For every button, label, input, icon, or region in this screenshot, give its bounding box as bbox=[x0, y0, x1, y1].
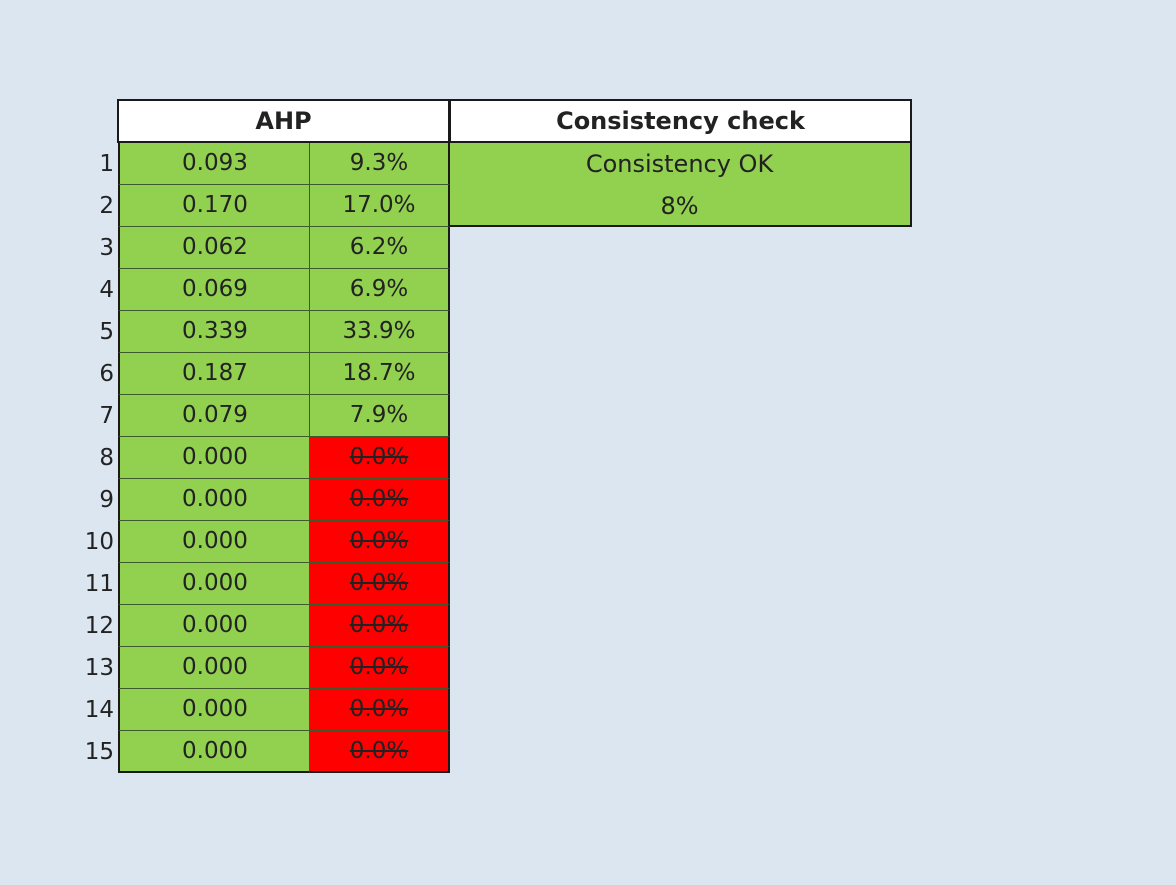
percent-cell[interactable]: 0.0% bbox=[310, 731, 450, 773]
percent-cell[interactable]: 33.9% bbox=[310, 311, 450, 353]
row-number: 9 bbox=[99, 487, 114, 513]
weight-cell[interactable]: 0.000 bbox=[118, 563, 310, 605]
percent-cell[interactable]: 7.9% bbox=[310, 395, 450, 437]
weight-cell[interactable]: 0.093 bbox=[118, 143, 310, 185]
row-number: 12 bbox=[84, 613, 114, 639]
weight-cell[interactable]: 0.069 bbox=[118, 269, 310, 311]
percent-cell[interactable]: 6.2% bbox=[310, 227, 450, 269]
weight-cell[interactable]: 0.187 bbox=[118, 353, 310, 395]
consistency-ratio-cell: 8% bbox=[449, 185, 912, 227]
weight-cell[interactable]: 0.000 bbox=[118, 437, 310, 479]
row-number: 3 bbox=[99, 235, 114, 261]
consistency-status-cell: Consistency OK bbox=[449, 143, 912, 185]
row-number: 4 bbox=[99, 277, 114, 303]
ahp-header: AHP bbox=[117, 99, 450, 143]
row-number: 2 bbox=[99, 193, 114, 219]
row-number: 6 bbox=[99, 361, 114, 387]
percent-cell[interactable]: 17.0% bbox=[310, 185, 450, 227]
weight-cell[interactable]: 0.000 bbox=[118, 647, 310, 689]
percent-cell[interactable]: 0.0% bbox=[310, 563, 450, 605]
row-number: 8 bbox=[99, 445, 114, 471]
weight-cell[interactable]: 0.170 bbox=[118, 185, 310, 227]
percent-cell[interactable]: 6.9% bbox=[310, 269, 450, 311]
row-number: 15 bbox=[84, 739, 114, 765]
percent-cell[interactable]: 0.0% bbox=[310, 479, 450, 521]
weight-cell[interactable]: 0.339 bbox=[118, 311, 310, 353]
weight-cell[interactable]: 0.000 bbox=[118, 479, 310, 521]
row-number: 11 bbox=[84, 571, 114, 597]
row-number: 7 bbox=[99, 403, 114, 429]
percent-cell[interactable]: 0.0% bbox=[310, 605, 450, 647]
row-number: 13 bbox=[84, 655, 114, 681]
row-number: 1 bbox=[99, 151, 114, 177]
percent-cell[interactable]: 0.0% bbox=[310, 647, 450, 689]
percent-cell[interactable]: 0.0% bbox=[310, 521, 450, 563]
consistency-header: Consistency check bbox=[449, 99, 912, 143]
percent-cell[interactable]: 0.0% bbox=[310, 689, 450, 731]
percent-cell[interactable]: 0.0% bbox=[310, 437, 450, 479]
row-number: 14 bbox=[84, 697, 114, 723]
row-number: 5 bbox=[99, 319, 114, 345]
percent-cell[interactable]: 18.7% bbox=[310, 353, 450, 395]
weight-cell[interactable]: 0.062 bbox=[118, 227, 310, 269]
percent-cell[interactable]: 9.3% bbox=[310, 143, 450, 185]
weight-cell[interactable]: 0.000 bbox=[118, 731, 310, 773]
weight-cell[interactable]: 0.079 bbox=[118, 395, 310, 437]
row-number: 10 bbox=[84, 529, 114, 555]
weight-cell[interactable]: 0.000 bbox=[118, 605, 310, 647]
weight-cell[interactable]: 0.000 bbox=[118, 689, 310, 731]
weight-cell[interactable]: 0.000 bbox=[118, 521, 310, 563]
